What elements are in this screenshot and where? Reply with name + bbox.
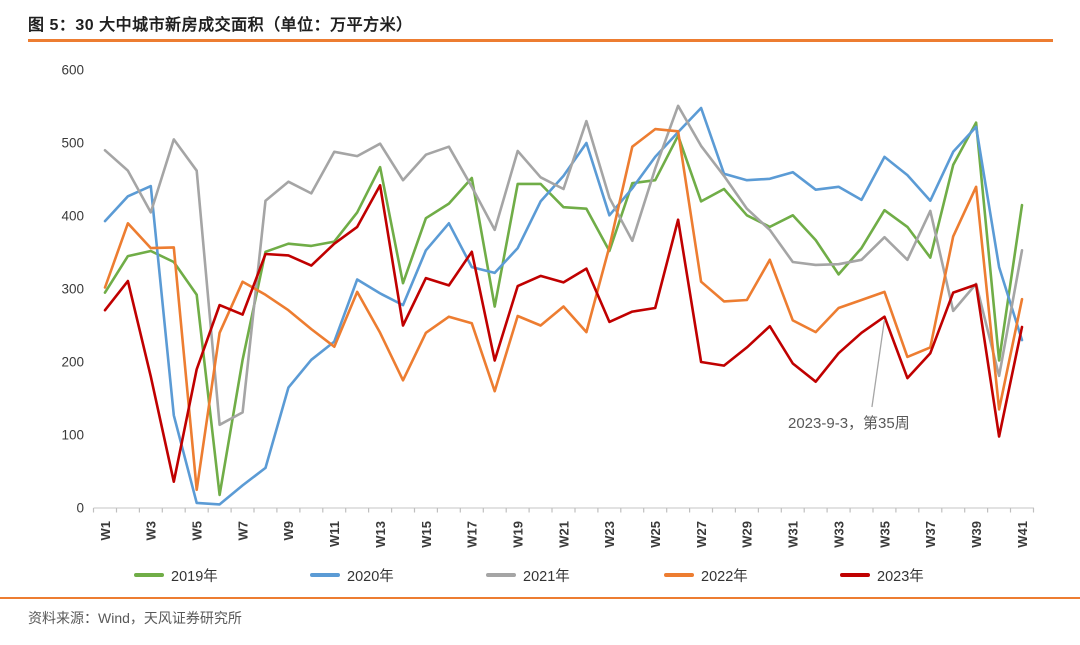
legend-label-2020: 2020年 [347, 568, 394, 585]
legend-label-2022: 2022年 [701, 568, 748, 585]
footer-accent-rule [0, 597, 1080, 599]
svg-text:W1: W1 [98, 521, 113, 541]
legend-swatch-2021 [486, 573, 516, 577]
series-line-2022年 [103, 127, 1024, 492]
svg-text:W5: W5 [190, 521, 205, 541]
svg-text:300: 300 [61, 282, 84, 297]
svg-text:0: 0 [76, 501, 84, 516]
svg-text:W19: W19 [510, 521, 525, 548]
legend-swatch-2023 [840, 573, 870, 577]
chart-legend: 2019年 2020年 2021年 2022年 2023年 [0, 566, 1080, 586]
series-line-2023年 [103, 184, 1024, 484]
svg-text:W37: W37 [923, 521, 938, 548]
svg-text:W23: W23 [602, 521, 617, 548]
annotation-leader-line [871, 319, 886, 408]
x-axis-labels: W1 W3 W5 W7 W9 W11 W13 W15 W17 W19 W21 W23 W25 W27 W29… [98, 521, 1030, 548]
title-accent-rule [28, 39, 1053, 42]
x-axis [92, 507, 1035, 513]
svg-text:W3: W3 [144, 521, 159, 541]
svg-text:200: 200 [61, 355, 84, 370]
source-note: 资料来源：Wind，天风证券研究所 [28, 610, 242, 626]
svg-text:W11: W11 [327, 521, 342, 547]
data-annotation-label: 2023-9-3，第35周 [788, 415, 910, 432]
legend-item-2020: 2020年 [310, 566, 394, 585]
svg-text:W41: W41 [1015, 521, 1030, 548]
legend-label-2021: 2021年 [523, 568, 570, 585]
legend-item-2023: 2023年 [840, 566, 924, 585]
series-line-2020年 [103, 106, 1024, 506]
svg-text:W17: W17 [465, 521, 480, 548]
legend-label-2023: 2023年 [877, 568, 924, 585]
svg-text:400: 400 [61, 209, 84, 224]
svg-text:W39: W39 [969, 521, 984, 548]
legend-swatch-2019 [134, 573, 164, 577]
svg-text:W31: W31 [786, 521, 801, 548]
legend-item-2021: 2021年 [486, 566, 570, 585]
svg-text:W33: W33 [831, 521, 846, 548]
svg-text:W25: W25 [648, 521, 663, 548]
svg-text:W7: W7 [235, 521, 250, 541]
svg-text:100: 100 [61, 428, 84, 443]
svg-text:W9: W9 [281, 521, 296, 541]
legend-swatch-2020 [310, 573, 340, 577]
svg-text:W35: W35 [877, 521, 892, 548]
y-axis-labels: 0 100 200 300 400 500 600 [61, 63, 84, 516]
svg-text:W21: W21 [556, 521, 571, 548]
series-line-2019年 [103, 121, 1024, 497]
svg-text:W27: W27 [694, 521, 709, 548]
series-line-2021年 [103, 104, 1024, 427]
svg-text:500: 500 [61, 136, 84, 151]
chart-title: 图 5：30 大中城市新房成交面积（单位：万平方米） [28, 17, 413, 34]
svg-text:W29: W29 [740, 521, 755, 548]
legend-item-2019: 2019年 [134, 566, 218, 585]
legend-swatch-2022 [664, 573, 694, 577]
svg-text:600: 600 [61, 63, 84, 78]
legend-label-2019: 2019年 [171, 568, 218, 585]
svg-text:W13: W13 [373, 521, 388, 548]
svg-text:W15: W15 [419, 521, 434, 548]
legend-item-2022: 2022年 [664, 566, 748, 585]
